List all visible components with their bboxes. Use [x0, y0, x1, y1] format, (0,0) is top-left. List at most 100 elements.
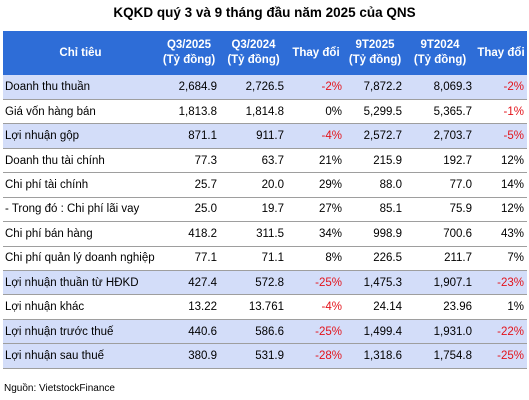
- cell-t9-2024: 77.0: [449, 178, 472, 191]
- cell-t9-2024: 5,365.7: [433, 105, 472, 118]
- row-label: - Trong đó : Chi phí lãi vay: [5, 203, 140, 216]
- cell-t9-2025: 7,872.2: [363, 80, 402, 93]
- col-header-change-quarter: Thay đổi: [292, 46, 340, 59]
- cell-chg-q: 29%: [318, 178, 342, 191]
- cell-t9-2024: 8,069.3: [433, 80, 472, 93]
- row-label: Doanh thu tài chính: [5, 154, 105, 167]
- cell-q3-2024: 911.7: [256, 130, 284, 143]
- table-title: KQKD quý 3 và 9 tháng đầu năm 2025 của Q…: [113, 5, 416, 20]
- row-label: Chi phí tài chính: [5, 178, 89, 191]
- cell-chg-q: -28%: [315, 350, 342, 363]
- table-row: Lợi nhuận sau thuế 380.9 531.9 -28% 1,318.6 1…: [3, 343, 527, 369]
- cell-q3-2024: 586.6: [255, 325, 284, 338]
- table-row: Chi phí tài chính 25.7 20.0 29% 88.0 77.0 14%: [3, 173, 527, 198]
- cell-chg-q: 8%: [325, 252, 342, 265]
- cell-chg-9t: -25%: [497, 350, 524, 363]
- cell-chg-9t: -23%: [497, 276, 524, 289]
- row-label: Lợi nhuận sau thuế: [5, 350, 104, 363]
- cell-q3-2024: 71.1: [261, 252, 284, 265]
- row-label: Lợi nhuận khác: [5, 301, 85, 314]
- cell-chg-9t: 12%: [500, 154, 524, 167]
- cell-t9-2024: 211.7: [444, 252, 472, 265]
- col-header-9t2025: 9T2025 (Tỷ đồng): [348, 39, 402, 66]
- col-header-q3-2024: Q3/2024 (Tỷ đồng): [227, 39, 280, 66]
- cell-chg-q: -4%: [321, 301, 342, 314]
- cell-chg-9t: 12%: [500, 203, 524, 216]
- cell-chg-q: -2%: [321, 80, 342, 93]
- table-row: Giá vốn hàng bán 1,813.8 1,814.8 0% 5,299.5 5…: [3, 99, 527, 124]
- cell-chg-9t: -1%: [503, 105, 524, 118]
- cell-q3-2025: 25.0: [194, 203, 217, 216]
- source-note: Nguồn: VietstockFinance: [4, 383, 115, 394]
- cell-t9-2025: 24.14: [373, 301, 402, 314]
- table-body: Doanh thu thuần 2,684.9 2,726.5 -2% 7,872.2 8…: [3, 75, 527, 369]
- cell-t9-2024: 1,754.8: [433, 350, 472, 363]
- cell-chg-q: -25%: [315, 325, 342, 338]
- cell-t9-2025: 998.9: [373, 227, 402, 240]
- cell-q3-2024: 311.5: [256, 227, 284, 240]
- table-row: Lợi nhuận trước thuế 440.6 586.6 -25% 1,499.…: [3, 319, 527, 344]
- table-row: Lợi nhuận thuần từ HĐKD 427.4 572.8 -25% 1,4…: [3, 270, 527, 295]
- cell-chg-q: 34%: [318, 227, 342, 240]
- cell-t9-2025: 226.5: [373, 252, 402, 265]
- cell-chg-q: 0%: [325, 105, 342, 118]
- cell-q3-2024: 20.0: [261, 178, 284, 191]
- cell-chg-9t: 14%: [500, 178, 524, 191]
- cell-t9-2024: 192.7: [443, 154, 472, 167]
- table-header-row: Chỉ tiêu Q3/2025 (Tỷ đồng) Q3/2024 (Tỷ đồn…: [3, 31, 527, 75]
- cell-chg-9t: 43%: [500, 227, 524, 240]
- cell-q3-2024: 13.761: [248, 301, 284, 314]
- cell-q3-2025: 871.1: [188, 130, 217, 143]
- cell-chg-q: -25%: [315, 276, 342, 289]
- cell-t9-2024: 23.96: [443, 301, 472, 314]
- cell-q3-2024: 2,726.5: [245, 80, 284, 93]
- row-label: Giá vốn hàng bán: [5, 105, 96, 118]
- cell-q3-2025: 13.22: [188, 301, 217, 314]
- cell-q3-2025: 2,684.9: [178, 80, 217, 93]
- table-row: Lợi nhuận gộp 871.1 911.7 -4% 2,572.7 2,703.7…: [3, 123, 527, 149]
- cell-q3-2025: 380.9: [188, 350, 217, 363]
- col-header-q3-2025: Q3/2025 (Tỷ đồng): [162, 39, 216, 66]
- cell-t9-2024: 1,931.0: [433, 325, 472, 338]
- cell-q3-2025: 418.2: [188, 227, 217, 240]
- col-header-9t2024: 9T2024 (Tỷ đồng): [413, 39, 467, 66]
- cell-chg-9t: -2%: [503, 80, 524, 93]
- cell-q3-2024: 63.7: [261, 154, 284, 167]
- cell-t9-2025: 5,299.5: [363, 105, 402, 118]
- table-row: Lợi nhuận khác 13.22 13.761 -4% 24.14 23.96 1%: [3, 295, 527, 320]
- cell-t9-2025: 85.1: [379, 203, 402, 216]
- cell-t9-2025: 88.0: [379, 178, 402, 191]
- table-row: Chi phí bán hàng 418.2 311.5 34% 998.9 700.6 4…: [3, 222, 527, 247]
- cell-q3-2025: 25.7: [194, 178, 217, 191]
- cell-t9-2024: 75.9: [449, 203, 472, 216]
- cell-chg-9t: -22%: [497, 325, 524, 338]
- col-header-indicator: Chỉ tiêu: [59, 46, 102, 59]
- cell-chg-9t: 7%: [507, 252, 524, 265]
- cell-chg-9t: -5%: [503, 130, 524, 143]
- cell-chg-q: -4%: [321, 130, 342, 143]
- cell-t9-2025: 1,318.6: [363, 350, 402, 363]
- row-label: Chi phí bán hàng: [5, 227, 93, 240]
- table-row: Chi phí quản lý doanh nghiệp 77.1 71.1 8% 22…: [3, 246, 527, 271]
- cell-q3-2025: 1,813.8: [178, 105, 217, 118]
- cell-q3-2024: 531.9: [255, 350, 284, 363]
- row-label: Lợi nhuận gộp: [5, 130, 80, 143]
- cell-q3-2024: 1,814.8: [245, 105, 284, 118]
- col-header-change-9m: Thay đổi: [477, 46, 525, 59]
- cell-t9-2025: 215.9: [373, 154, 402, 167]
- cell-chg-9t: 1%: [507, 301, 524, 314]
- row-label: Lợi nhuận trước thuế: [5, 325, 114, 338]
- row-label: Chi phí quản lý doanh nghiệp: [5, 252, 155, 265]
- cell-t9-2024: 700.6: [443, 227, 472, 240]
- row-label: Doanh thu thuần: [5, 80, 91, 93]
- cell-chg-q: 27%: [318, 203, 342, 216]
- table-row: - Trong đó : Chi phí lãi vay 25.0 19.7 27% 8…: [3, 197, 527, 222]
- cell-q3-2025: 440.6: [188, 325, 217, 338]
- cell-t9-2024: 2,703.7: [433, 130, 472, 143]
- cell-t9-2025: 2,572.7: [363, 130, 402, 143]
- cell-q3-2024: 572.8: [255, 276, 284, 289]
- table-row: Doanh thu tài chính 77.3 63.7 21% 215.9 192.7…: [3, 148, 527, 173]
- cell-q3-2025: 77.1: [194, 252, 217, 265]
- cell-t9-2024: 1,907.1: [433, 276, 472, 289]
- financial-results-table: Chỉ tiêu Q3/2025 (Tỷ đồng) Q3/2024 (Tỷ đồn…: [3, 31, 527, 369]
